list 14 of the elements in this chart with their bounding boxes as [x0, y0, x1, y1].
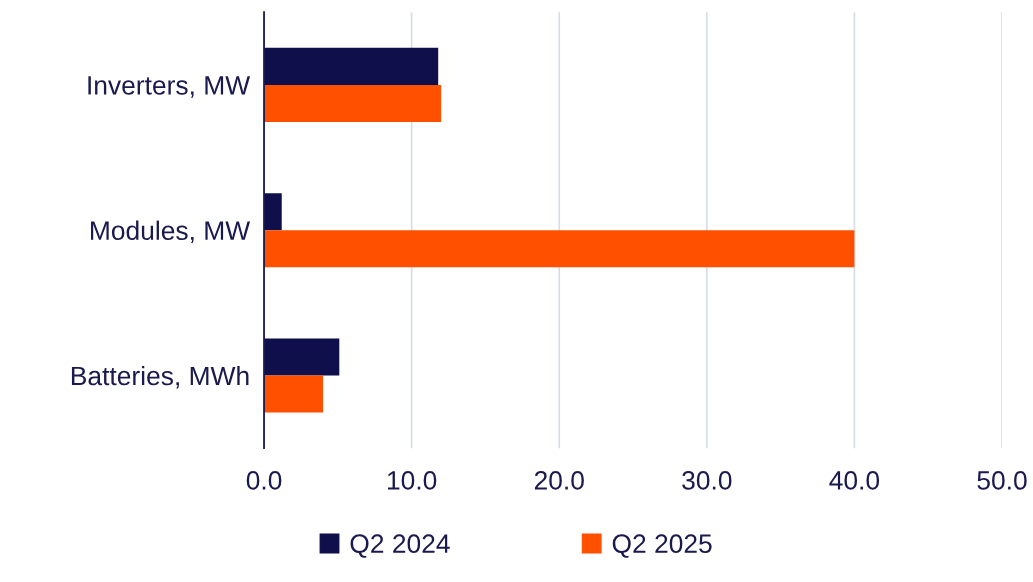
bar	[264, 230, 855, 268]
y-tick-label: Inverters, MW	[88, 76, 251, 98]
x-tick-label: 50.0	[977, 471, 1027, 490]
x-tick-label: 40.0	[829, 471, 880, 490]
y-tick-label: Modules, MW	[91, 220, 251, 244]
x-tick-label: 20.0	[534, 471, 584, 490]
bar	[264, 375, 324, 413]
legend-label: Q2 2025	[612, 534, 712, 558]
x-tick-label: 30.0	[682, 471, 732, 490]
x-tick-label: 0.0	[246, 471, 282, 490]
bar	[264, 84, 442, 122]
y-tick-label: Batteries, MWh	[71, 365, 249, 389]
legend-label: Q2 2024	[350, 534, 450, 558]
x-tick-label: 10.0	[387, 471, 437, 490]
